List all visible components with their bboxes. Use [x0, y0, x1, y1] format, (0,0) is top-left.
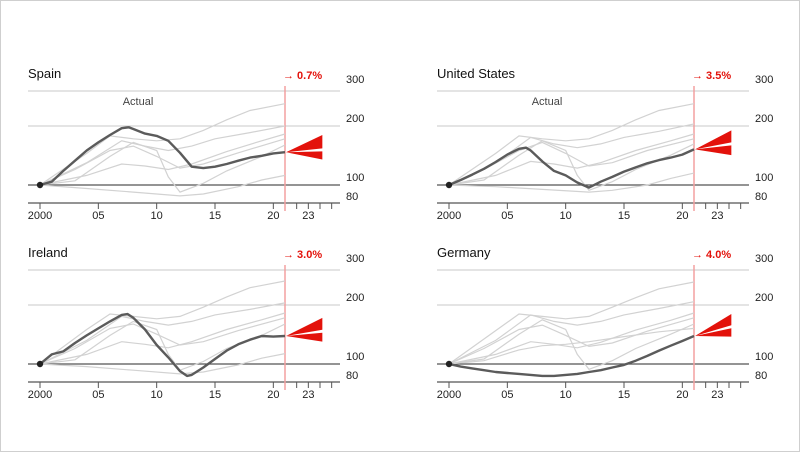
- context-line: [39, 312, 286, 365]
- x-tick-label: 10: [560, 210, 572, 222]
- x-tick-label: 05: [92, 389, 104, 401]
- x-tick-label: 05: [501, 210, 513, 222]
- main-series-line: [39, 312, 286, 378]
- x-tick-label: 20: [676, 210, 688, 222]
- y-tick-label: 100: [346, 351, 364, 363]
- y-tick-label: 80: [346, 191, 358, 203]
- panel-spain: Spain → 0.7% 300 200 100 80 2000 05 10 15 20 23 Actu…: [28, 66, 365, 222]
- context-line: [448, 327, 695, 365]
- context-line: [39, 317, 286, 365]
- growth-annotation: → 3.5%: [692, 70, 731, 82]
- start-point: [36, 181, 44, 189]
- context-line: [448, 123, 695, 186]
- forecast-fan-lower: [286, 332, 323, 342]
- context-line: [39, 280, 286, 365]
- x-tick-label: 2000: [437, 389, 461, 401]
- x-tick-label: 23: [302, 210, 314, 222]
- growth-annotation: → 0.7%: [283, 70, 322, 82]
- panel-title: Germany: [437, 245, 491, 260]
- x-tick-label: 2000: [437, 210, 461, 222]
- y-tick-label: 80: [755, 191, 767, 203]
- x-tick-label: 10: [151, 210, 163, 222]
- y-tick-label: 300: [346, 74, 364, 86]
- y-tick-label: 300: [755, 74, 773, 86]
- x-tick-label: 10: [560, 389, 572, 401]
- y-tick-label: 100: [755, 172, 773, 184]
- panel-united-states: United States → 3.5% 300 200 100 80 2000 05 10 15…: [437, 66, 774, 222]
- x-tick-label: 20: [267, 210, 279, 222]
- forecast-fan-lower: [286, 151, 323, 160]
- forecast-fan-upper: [286, 134, 323, 153]
- y-tick-label: 200: [755, 292, 773, 304]
- x-tick-label: 20: [267, 389, 279, 401]
- panel-title: Spain: [28, 66, 61, 81]
- x-tick-label: 15: [209, 210, 221, 222]
- context-line: [39, 133, 286, 186]
- context-line: [448, 133, 695, 186]
- panel-title: United States: [437, 66, 516, 81]
- panel-ireland: Ireland → 3.0% 300 200 100 80 2000 05 10 15 20 23: [28, 245, 365, 401]
- x-tick-label: 2000: [28, 389, 52, 401]
- context-line: [448, 281, 695, 365]
- start-point: [445, 181, 453, 189]
- main-series-line: [448, 334, 695, 378]
- x-tick-label: 15: [209, 389, 221, 401]
- x-tick-label: 23: [302, 389, 314, 401]
- main-series-line: [448, 146, 695, 189]
- actual-label: Actual: [532, 96, 563, 108]
- y-tick-label: 300: [755, 253, 773, 265]
- x-tick-label: 15: [618, 389, 630, 401]
- start-point: [445, 360, 453, 368]
- y-tick-label: 200: [755, 113, 773, 125]
- growth-annotation: → 3.0%: [283, 249, 322, 261]
- y-tick-label: 100: [346, 172, 364, 184]
- context-line: [448, 301, 695, 365]
- y-tick-label: 200: [346, 113, 364, 125]
- y-tick-label: 80: [346, 370, 358, 382]
- context-line: [39, 138, 286, 186]
- forecast-fan-upper: [695, 313, 732, 336]
- forecast-fan-lower: [695, 328, 732, 337]
- context-line: [39, 125, 286, 186]
- main-series-line: [39, 126, 286, 187]
- start-point: [36, 360, 44, 368]
- x-tick-label: 2000: [28, 210, 52, 222]
- context-line: [448, 103, 695, 186]
- context-line: [448, 172, 695, 193]
- context-line: [39, 141, 286, 193]
- y-tick-label: 200: [346, 292, 364, 304]
- context-line: [39, 353, 286, 375]
- context-line: [448, 319, 695, 371]
- context-line: [39, 174, 286, 197]
- actual-label: Actual: [123, 96, 154, 108]
- panel-germany: Germany → 4.0% 300 200 100 80 2000 05 10 15 20 23: [437, 245, 774, 401]
- context-line: [39, 302, 286, 365]
- context-line: [448, 140, 695, 192]
- x-tick-label: 10: [151, 389, 163, 401]
- y-tick-label: 80: [755, 370, 767, 382]
- forecast-fan-lower: [695, 145, 732, 156]
- growth-annotation: → 4.0%: [692, 249, 731, 261]
- x-tick-label: 23: [711, 389, 723, 401]
- x-tick-label: 23: [711, 210, 723, 222]
- x-tick-label: 20: [676, 389, 688, 401]
- x-tick-label: 05: [92, 210, 104, 222]
- context-line: [448, 312, 695, 365]
- y-tick-label: 100: [755, 351, 773, 363]
- panel-title: Ireland: [28, 245, 68, 260]
- x-tick-label: 15: [618, 210, 630, 222]
- x-tick-label: 05: [501, 389, 513, 401]
- y-tick-label: 300: [346, 253, 364, 265]
